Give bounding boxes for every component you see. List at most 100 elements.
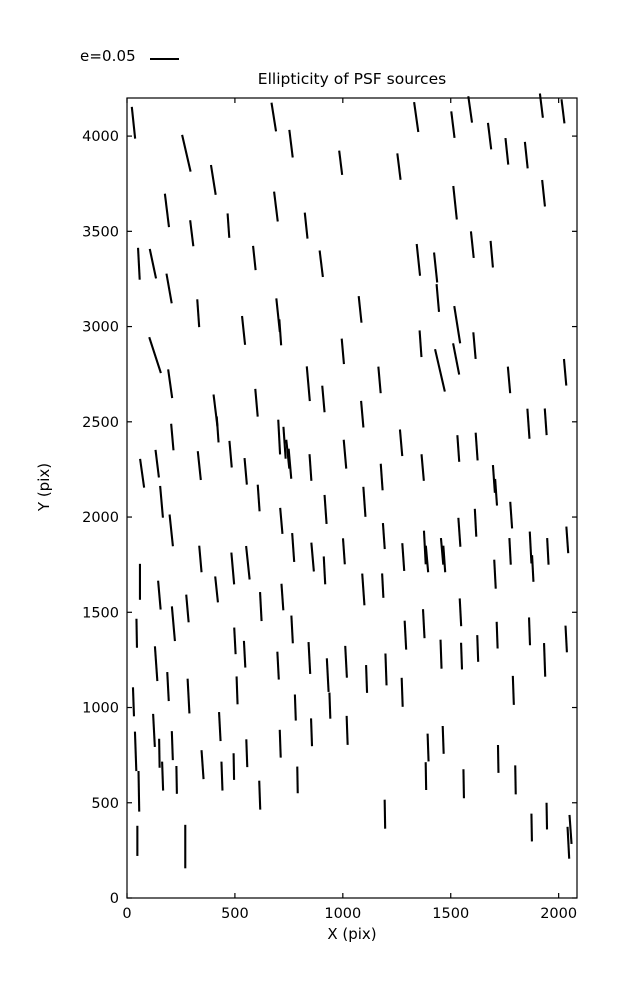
psf-whisker xyxy=(214,576,219,603)
psf-whisker xyxy=(258,780,262,810)
psf-whisker xyxy=(504,137,510,165)
psf-whisker xyxy=(486,122,493,150)
psf-whisker xyxy=(273,191,279,222)
psf-whisker xyxy=(453,305,462,344)
psf-whisker xyxy=(276,651,280,680)
psf-whisker xyxy=(469,231,475,259)
psf-whisker xyxy=(167,369,174,399)
legend-key-line xyxy=(150,58,179,60)
psf-whisker xyxy=(458,598,463,627)
psf-whisker xyxy=(154,449,160,478)
psf-whisker xyxy=(133,731,138,772)
psf-whisker xyxy=(474,432,479,461)
psf-whisker xyxy=(345,715,349,745)
axes-frame xyxy=(126,97,578,899)
psf-whisker xyxy=(542,643,547,677)
psf-whisker xyxy=(398,429,404,457)
psf-whisker xyxy=(220,761,224,791)
psf-whisker xyxy=(508,537,512,565)
psf-whisker xyxy=(566,826,571,859)
psf-whisker xyxy=(441,725,445,754)
psf-whisker xyxy=(165,273,173,304)
psf-whisker xyxy=(161,761,165,791)
psf-whisker xyxy=(318,250,324,278)
psf-whisker xyxy=(185,594,190,623)
y-tick-label: 2500 xyxy=(82,415,119,431)
legend-label: e=0.05 xyxy=(80,47,136,65)
psf-whisker xyxy=(439,639,443,669)
psf-whisker xyxy=(328,692,332,719)
psf-whisker xyxy=(189,220,195,247)
psf-whisker xyxy=(357,296,363,323)
psf-whisker xyxy=(137,771,141,812)
psf-whisker xyxy=(159,485,164,518)
psf-whisker xyxy=(148,248,158,279)
psf-whisker xyxy=(293,694,297,721)
psf-whisker xyxy=(152,713,156,747)
psf-whisker xyxy=(153,646,159,682)
psf-whisker xyxy=(130,106,137,139)
psf-whisker xyxy=(321,385,326,413)
psf-whisker xyxy=(452,185,458,220)
psf-whisker xyxy=(452,343,461,375)
psf-whisker xyxy=(528,531,533,564)
y-tick-label: 500 xyxy=(91,796,119,812)
psf-whisker xyxy=(511,675,515,705)
psf-whisker xyxy=(420,454,425,481)
psf-whisker xyxy=(278,729,282,758)
psf-whisker xyxy=(415,243,422,276)
psf-whisker xyxy=(242,640,247,668)
psf-whisker xyxy=(196,299,201,328)
psf-whisker xyxy=(309,718,314,747)
psf-whisker xyxy=(243,457,248,485)
psf-whisker xyxy=(495,621,499,649)
psf-whisker xyxy=(442,545,447,573)
psf-whisker xyxy=(421,609,426,639)
psf-whisker xyxy=(290,615,294,644)
psf-whisker xyxy=(560,99,566,124)
psf-whisker xyxy=(541,179,546,207)
y-tick-label: 1000 xyxy=(82,701,119,717)
psf-whisker xyxy=(435,284,441,312)
psf-whisker xyxy=(565,526,570,554)
psf-whisker xyxy=(323,494,328,524)
psf-whisker xyxy=(467,96,474,123)
psf-whisker xyxy=(252,245,257,271)
psf-whisker xyxy=(325,658,330,692)
psf-whisker xyxy=(230,552,236,585)
psf-whisker xyxy=(434,348,446,392)
psf-whisker xyxy=(476,635,480,662)
psf-whisker xyxy=(200,750,205,780)
x-tick-label: 1000 xyxy=(324,906,361,922)
psf-whisker xyxy=(270,102,278,132)
psf-whisker xyxy=(163,193,171,228)
psf-whisker xyxy=(514,765,517,795)
y-tick-label: 1500 xyxy=(82,605,119,621)
psf-whisker xyxy=(543,408,548,436)
psf-whisker xyxy=(307,642,312,674)
psf-whisker xyxy=(403,620,408,650)
psf-whisker xyxy=(170,606,176,642)
psf-whisker xyxy=(198,545,203,573)
psf-whisker xyxy=(233,627,237,655)
psf-whisker xyxy=(462,769,465,799)
psf-whisker xyxy=(361,573,366,606)
psf-whisker xyxy=(278,319,283,346)
psf-whisker xyxy=(489,240,494,268)
psf-whisker xyxy=(288,129,294,158)
psf-whisker xyxy=(381,573,385,598)
psf-whisker xyxy=(280,583,285,611)
psf-whisker xyxy=(135,618,139,648)
psf-whisker xyxy=(344,645,348,678)
psf-whisker xyxy=(170,423,175,451)
psf-whisker xyxy=(168,514,174,547)
psf-whisker xyxy=(546,537,550,565)
psf-whisker xyxy=(139,458,146,488)
psf-whisker xyxy=(196,451,202,481)
psf-whisker xyxy=(401,543,406,572)
x-tick-label: 1500 xyxy=(432,906,469,922)
psf-whisker xyxy=(381,523,386,550)
psf-whisker xyxy=(245,545,251,580)
psf-whisker xyxy=(215,416,220,443)
